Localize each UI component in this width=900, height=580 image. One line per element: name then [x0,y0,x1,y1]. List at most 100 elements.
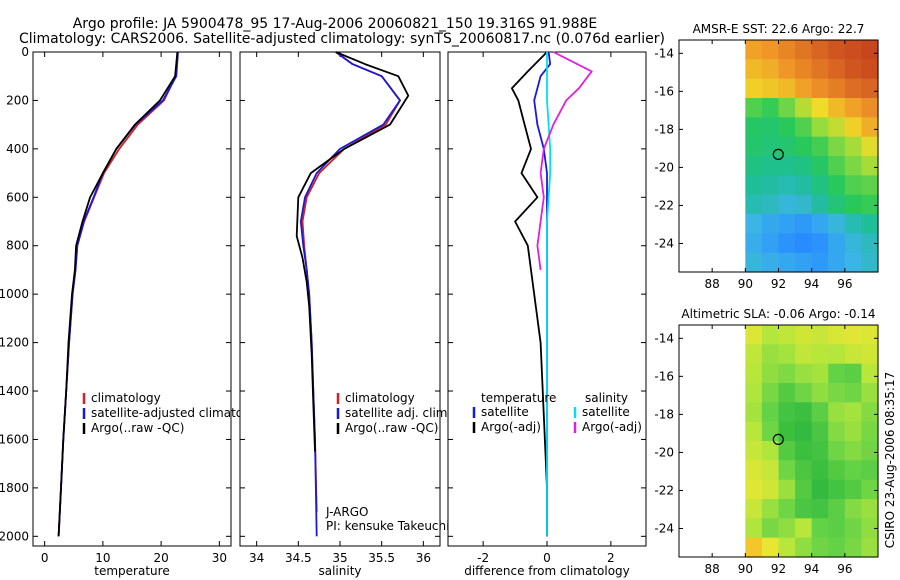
heatmap-cell [828,518,846,539]
legend-label: climatology [345,391,415,405]
heatmap-cell [844,363,863,384]
heatmap-cell [761,194,780,215]
y-tick-label: 1800 [0,481,29,495]
heatmap-cell [778,460,796,481]
legend-label: satellite-adjusted climatology [91,406,269,420]
heatmap-cell [795,537,813,558]
heatmap-cell [844,194,863,215]
heatmap-cell [795,325,813,345]
plot-frame [32,51,232,547]
heatmap-cell [778,136,796,157]
heatmap-cell [861,363,879,384]
heatmap-cell [861,421,879,442]
heatmap-cell [778,344,796,365]
heatmap-cell [795,40,813,60]
heatmap-cell [828,59,846,80]
y-tick-label: -22 [654,198,674,212]
heatmap-cell [828,233,846,254]
heatmap-cell [761,518,780,539]
heatmap-cell [811,59,829,80]
plot-frame [239,51,441,547]
heatmap-cell [778,383,796,403]
y-tick-label: -16 [654,84,674,98]
heatmap-cell [844,421,863,442]
y-tick-label: 400 [6,142,29,156]
heatmap-cell [828,479,846,500]
heatmap-cell [761,537,780,558]
legend-label: Argo(..raw -QC) [345,421,438,435]
heatmap-cell [761,59,780,80]
heatmap-cell [844,117,863,138]
heatmap-cell [761,421,780,442]
heatmap-cell [745,460,763,481]
heatmap-cell [795,363,813,384]
heatmap-cell [861,233,879,254]
heatmap-cell [861,537,879,558]
heatmap-cell [811,479,829,500]
heatmap-cell [795,156,813,176]
heatmap-cell [861,214,879,234]
heatmap-cell [745,344,763,365]
heatmap-cell [745,194,763,215]
heatmap-cell [811,460,829,481]
x-axis-label: difference from climatology [464,564,630,578]
heatmap-cell [778,518,796,539]
x-tick-label: 96 [837,562,852,576]
x-tick-label: 90 [738,277,753,291]
heatmap-cell [811,98,829,118]
x-tick-label: 92 [771,562,786,576]
heatmap-cell [861,78,879,99]
heatmap-cell [761,479,780,500]
heatmap-cell [861,479,879,500]
x-tick-label: 0 [41,551,49,565]
heatmap-cell [745,402,763,423]
heatmap-cell [861,460,879,481]
heatmap-cell [761,460,780,481]
heatmap-cell [761,325,780,345]
heatmap-cell [828,460,846,481]
salinity-plot: 34 34.5 35 35.5 36 salinity climatologysatelli… [239,51,451,578]
heatmap-cell [811,383,829,403]
heatmap-cell [745,421,763,442]
heatmap-cell [861,175,879,196]
heatmap-cell [861,344,879,365]
heatmap-cell [761,363,780,384]
x-tick-label: 0 [543,551,551,565]
x-tick-label: 34 [249,551,264,565]
y-tick-label: -20 [654,445,674,459]
legend-title-temperature: temperature [481,391,556,405]
heatmap-cell [761,233,780,254]
x-axis-label: salinity [318,564,361,578]
heatmap-cell [745,59,763,80]
y-tick-label: -22 [654,483,674,497]
heatmap-cell [745,499,763,519]
legend-label: Argo(..raw -QC) [91,421,184,435]
heatmap-cell [761,402,780,423]
heatmap-cell [778,117,796,138]
heatmap-cell [828,344,846,365]
heatmap-cell [745,98,763,118]
heatmap-cell [778,98,796,118]
legend-label: satellite [582,405,630,419]
heatmap-cell [828,117,846,138]
heatmap-cell [811,325,829,345]
heatmap-cell [811,499,829,519]
heatmap-cell [795,117,813,138]
heatmap-cell [761,252,780,273]
heatmap-cell [811,518,829,539]
y-tick-label: 600 [6,190,29,204]
heatmap-cell [745,214,763,234]
x-axis-label: temperature [94,564,169,578]
heatmap-cell [745,175,763,196]
series-line-argo [57,51,179,537]
x-tick-label: 88 [705,562,720,576]
series-line-salinity-argo-adj- [536,51,593,271]
heatmap-cell [778,499,796,519]
heatmap-cell [828,40,846,60]
x-tick-label: 36 [416,551,431,565]
heatmap-cell [828,156,846,176]
heatmap-cell [745,479,763,500]
heatmap-cell [844,499,863,519]
heatmap-cell [761,175,780,196]
heatmap-cell [861,117,879,138]
